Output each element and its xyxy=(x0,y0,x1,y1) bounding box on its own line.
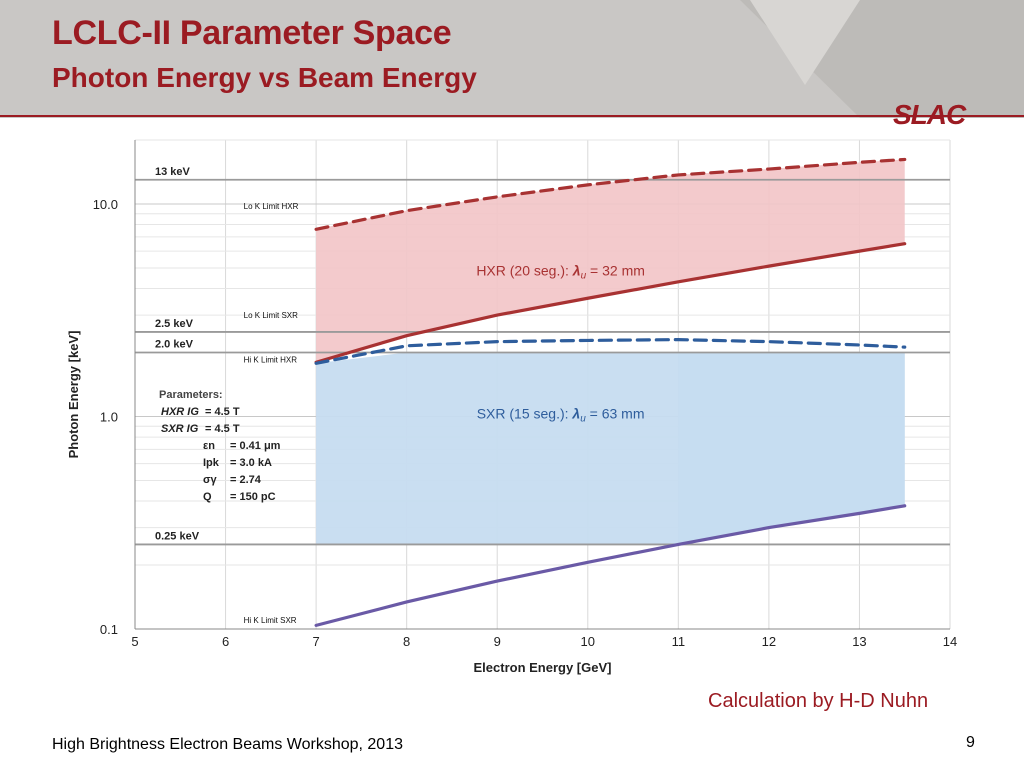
parameter-name: Q xyxy=(203,491,212,503)
series-label: Lo K Limit SXR xyxy=(244,311,298,320)
header-decoration xyxy=(740,0,1024,118)
chart-container: 13 keV 2.5 keV 2.0 keV 0.25 keV Lo K Limit H… xyxy=(62,136,964,688)
chart-text: 13 keV 2.5 keV 2.0 keV 0.25 keV Lo K Limit H… xyxy=(66,166,957,675)
reference-line-label: 2.5 keV xyxy=(155,318,194,330)
series-line xyxy=(314,157,907,231)
slac-logo: SLAC xyxy=(893,99,966,130)
header-divider xyxy=(0,115,1024,117)
x-tick-label: 6 xyxy=(222,634,229,649)
photon-energy-chart: 13 keV 2.5 keV 2.0 keV 0.25 keV Lo K Limit H… xyxy=(66,139,957,675)
series-lines xyxy=(314,157,907,627)
parameter-name: SXR IG xyxy=(161,423,199,435)
page-number: 9 xyxy=(966,734,975,751)
parameter-value: = 150 pC xyxy=(230,491,276,503)
x-tick-label: 12 xyxy=(762,634,776,649)
x-tick-label: 7 xyxy=(312,634,319,649)
parameter-name: σγ xyxy=(203,474,218,486)
y-tick-label: 0.1 xyxy=(100,622,118,637)
reference-line-label: 13 keV xyxy=(155,166,191,178)
x-axis-title: Electron Energy [GeV] xyxy=(474,660,612,675)
page-subtitle: Photon Energy vs Beam Energy xyxy=(52,62,477,93)
parameter-value: = 2.74 xyxy=(230,474,262,486)
parameters-heading: Parameters: xyxy=(159,389,223,401)
header-banner xyxy=(0,0,1024,118)
parameter-name: HXR IG xyxy=(161,406,199,418)
series-label: Lo K Limit HXR xyxy=(244,202,299,211)
x-tick-label: 5 xyxy=(131,634,138,649)
series-line xyxy=(314,242,907,364)
series-line xyxy=(314,338,907,365)
x-tick-label: 14 xyxy=(943,634,957,649)
hxr-region-fill xyxy=(316,159,905,363)
y-tick-label: 10.0 xyxy=(93,197,118,212)
page-title: LCLC-II Parameter Space xyxy=(52,14,452,52)
region-label: HXR (20 seg.): λu = 32 mm xyxy=(476,263,645,282)
x-tick-label: 8 xyxy=(403,634,410,649)
sxr-region-fill-extension xyxy=(678,352,905,545)
axes xyxy=(134,140,950,630)
x-tick-label: 9 xyxy=(494,634,501,649)
series-label: Hi K Limit SXR xyxy=(244,616,297,625)
parameter-value: = 0.41 μm xyxy=(230,440,281,452)
y-tick-label: 1.0 xyxy=(100,409,118,424)
parameter-name: Ipk xyxy=(203,457,220,469)
x-tick-label: 10 xyxy=(581,634,595,649)
region-label: SXR (15 seg.): λu = 63 mm xyxy=(477,405,645,424)
parameter-value: = 4.5 T xyxy=(205,406,240,418)
x-tick-label: 11 xyxy=(672,634,686,649)
series-line xyxy=(314,504,907,627)
region-fills xyxy=(316,159,905,545)
parameter-name: εn xyxy=(203,440,215,452)
reference-line-label: 0.25 keV xyxy=(155,530,200,542)
x-tick-label: 13 xyxy=(852,634,866,649)
parameter-value: = 4.5 T xyxy=(205,423,240,435)
reference-lines xyxy=(135,178,950,546)
y-axis-title: Photon Energy [keV] xyxy=(66,331,81,459)
footer-workshop: High Brightness Electron Beams Workshop,… xyxy=(52,736,403,753)
parameter-value: = 3.0 kA xyxy=(230,457,272,469)
calculation-credit: Calculation by H-D Nuhn xyxy=(708,690,929,712)
series-label: Hi K Limit HXR xyxy=(244,356,298,365)
reference-line-label: 2.0 keV xyxy=(155,339,194,351)
